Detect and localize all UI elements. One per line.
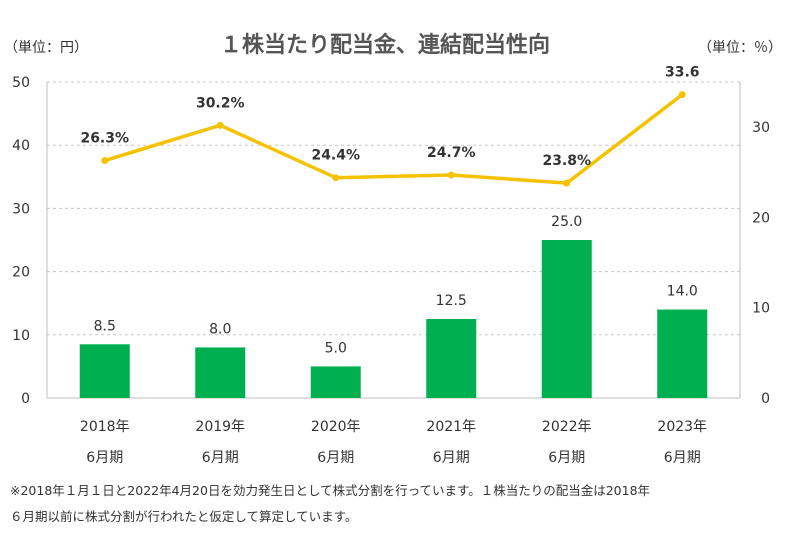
right-axis-unit: （単位：％） [698, 40, 782, 56]
bar-value-label: 5.0 [325, 340, 347, 356]
x-tick-label-period: 6月期 [548, 450, 585, 466]
left-tick-label: 0 [21, 391, 30, 407]
bar [426, 319, 477, 398]
line-value-label: 30.2% [196, 95, 245, 111]
line-point [563, 179, 571, 187]
bar-series [79, 240, 708, 398]
footnote-line-1: ※2018年１月１日と2022年4月20日を効力発生日として株式分割を行っていま… [10, 483, 651, 498]
chart-title: １株当たり配当金、連結配当性向 [220, 32, 550, 58]
line-value-label: 26.3% [80, 131, 129, 147]
x-tick-label-period: 6月期 [86, 450, 123, 466]
line-point [216, 121, 224, 129]
line-point [447, 171, 455, 179]
x-tick-label-year: 2019年 [195, 419, 245, 435]
gridlines [47, 81, 740, 336]
x-tick-label-period: 6月期 [433, 450, 470, 466]
bar-value-label: 14.0 [667, 284, 698, 300]
right-tick-label: 20 [752, 210, 770, 226]
line-point [332, 174, 340, 182]
data-labels: 8.5 8.0 5.0 12.5 25.0 14.0 26.3% 30.2% 24.4% 24.7… [80, 65, 699, 357]
bar [79, 344, 130, 398]
x-tick-label-year: 2023年 [657, 419, 707, 435]
x-tick-label-year: 2021年 [426, 419, 476, 435]
line-value-label: 33.6 [665, 65, 700, 81]
x-tick-label-year: 2022年 [542, 419, 592, 435]
x-tick-label-year: 2018年 [80, 419, 130, 435]
bar [310, 366, 361, 398]
line-value-label: 24.7% [427, 145, 476, 161]
right-tick-label: 30 [752, 120, 770, 136]
left-tick-label: 40 [12, 138, 30, 154]
axes: 0 10 20 30 40 50 0 10 20 30 2018年 6月期 2019年 6月期 2020年 6… [12, 75, 770, 466]
line-value-label: 24.4% [311, 148, 360, 164]
x-tick-label-period: 6月期 [317, 450, 354, 466]
bar-value-label: 8.5 [94, 318, 116, 334]
bar-value-label: 25.0 [551, 214, 582, 230]
left-tick-label: 10 [12, 328, 30, 344]
bar-value-label: 12.5 [436, 293, 467, 309]
line-value-label: 23.8% [542, 153, 591, 169]
footnote-line-2: ６月期以前に株式分割が行われたと仮定して算定しています。 [10, 509, 358, 524]
line-point [101, 157, 109, 165]
left-tick-label: 50 [12, 75, 30, 91]
x-tick-label-year: 2020年 [311, 419, 361, 435]
left-axis-unit: （単位：円） [4, 40, 88, 56]
left-tick-label: 30 [12, 201, 30, 217]
x-tick-label-period: 6月期 [202, 450, 239, 466]
bar [657, 309, 708, 398]
right-tick-label: 0 [761, 391, 770, 407]
bar [541, 240, 592, 398]
bar [195, 347, 246, 398]
dividend-chart: １株当たり配当金、連結配当性向 （単位：円） （単位：％） 0 10 20 30 40 5… [4, 32, 782, 466]
footnote: ※2018年１月１日と2022年4月20日を効力発生日として株式分割を行っていま… [10, 478, 782, 530]
line-series [101, 91, 686, 187]
right-tick-label: 10 [752, 301, 770, 317]
payout-ratio-line [104, 93, 684, 185]
x-tick-label-period: 6月期 [664, 450, 701, 466]
bar-value-label: 8.0 [209, 321, 231, 337]
left-tick-label: 20 [12, 265, 30, 281]
line-point [678, 91, 686, 99]
